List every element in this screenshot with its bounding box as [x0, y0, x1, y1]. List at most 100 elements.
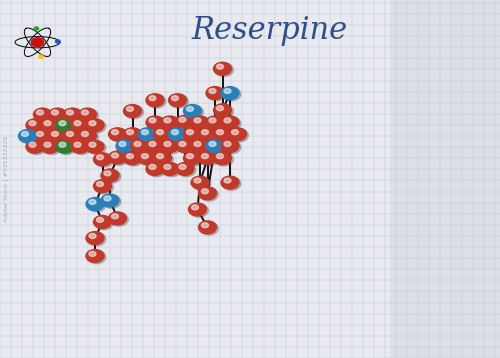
Circle shape [66, 110, 73, 115]
Circle shape [80, 109, 98, 122]
Circle shape [221, 176, 239, 189]
Circle shape [124, 129, 144, 142]
Circle shape [146, 94, 164, 107]
Circle shape [52, 110, 59, 115]
Circle shape [179, 141, 186, 146]
Circle shape [38, 55, 43, 58]
Circle shape [142, 130, 148, 135]
Circle shape [209, 141, 216, 146]
Circle shape [57, 141, 76, 155]
Circle shape [131, 140, 149, 153]
Circle shape [48, 130, 66, 142]
Circle shape [188, 203, 206, 216]
Circle shape [86, 250, 104, 262]
Circle shape [86, 140, 104, 153]
Circle shape [20, 130, 38, 144]
Circle shape [147, 117, 166, 130]
Circle shape [154, 128, 172, 141]
Circle shape [147, 95, 166, 108]
Circle shape [29, 142, 36, 147]
Circle shape [216, 64, 224, 69]
Circle shape [94, 216, 114, 230]
Circle shape [214, 104, 232, 117]
Circle shape [34, 108, 52, 121]
Circle shape [149, 164, 156, 169]
Circle shape [64, 109, 84, 122]
Circle shape [206, 140, 224, 153]
Bar [390, 0, 500, 358]
Circle shape [184, 105, 204, 119]
Circle shape [221, 140, 239, 153]
Circle shape [198, 187, 216, 200]
Circle shape [104, 196, 111, 201]
Circle shape [198, 221, 216, 234]
Circle shape [134, 141, 141, 146]
Circle shape [94, 153, 112, 166]
Circle shape [194, 178, 201, 183]
Circle shape [82, 131, 88, 136]
Circle shape [72, 120, 91, 133]
Circle shape [214, 63, 234, 77]
Circle shape [214, 128, 232, 141]
Circle shape [101, 194, 119, 207]
Circle shape [216, 130, 224, 135]
Circle shape [224, 88, 231, 93]
Circle shape [22, 131, 29, 136]
Circle shape [94, 180, 114, 194]
Circle shape [186, 130, 194, 135]
Circle shape [200, 129, 218, 142]
Circle shape [94, 154, 114, 167]
Circle shape [140, 153, 158, 166]
Circle shape [168, 94, 186, 107]
Circle shape [198, 152, 216, 165]
Circle shape [87, 232, 106, 246]
Circle shape [177, 140, 196, 154]
Circle shape [191, 176, 209, 189]
Circle shape [149, 96, 156, 101]
Circle shape [184, 152, 202, 165]
Circle shape [78, 108, 96, 121]
Circle shape [216, 154, 224, 159]
Circle shape [94, 180, 112, 193]
Circle shape [222, 117, 241, 130]
Circle shape [170, 129, 188, 142]
Circle shape [168, 128, 186, 141]
Circle shape [202, 223, 208, 228]
Circle shape [179, 117, 186, 122]
Circle shape [50, 130, 68, 144]
Circle shape [94, 216, 112, 228]
Circle shape [224, 178, 231, 183]
Circle shape [74, 121, 81, 126]
Circle shape [138, 128, 156, 141]
Circle shape [190, 204, 208, 217]
Circle shape [222, 177, 241, 190]
Circle shape [126, 154, 134, 159]
Circle shape [64, 108, 82, 121]
Circle shape [102, 170, 121, 183]
Circle shape [71, 140, 89, 153]
Circle shape [108, 151, 126, 164]
Circle shape [29, 121, 36, 126]
Circle shape [149, 118, 156, 123]
Circle shape [192, 117, 211, 130]
Circle shape [44, 142, 51, 147]
Circle shape [86, 119, 104, 132]
Circle shape [89, 251, 96, 256]
Circle shape [72, 141, 91, 155]
Circle shape [112, 153, 118, 158]
Circle shape [206, 87, 224, 100]
Circle shape [104, 171, 111, 176]
Circle shape [177, 163, 196, 177]
Circle shape [214, 105, 234, 118]
Circle shape [164, 118, 171, 123]
Text: Reserpine: Reserpine [192, 15, 348, 46]
Circle shape [96, 155, 103, 160]
Circle shape [184, 128, 202, 141]
Circle shape [224, 141, 231, 146]
Circle shape [36, 110, 44, 115]
Circle shape [146, 140, 164, 153]
Circle shape [194, 141, 201, 146]
Circle shape [89, 121, 96, 126]
Circle shape [214, 152, 232, 165]
Circle shape [214, 129, 234, 142]
